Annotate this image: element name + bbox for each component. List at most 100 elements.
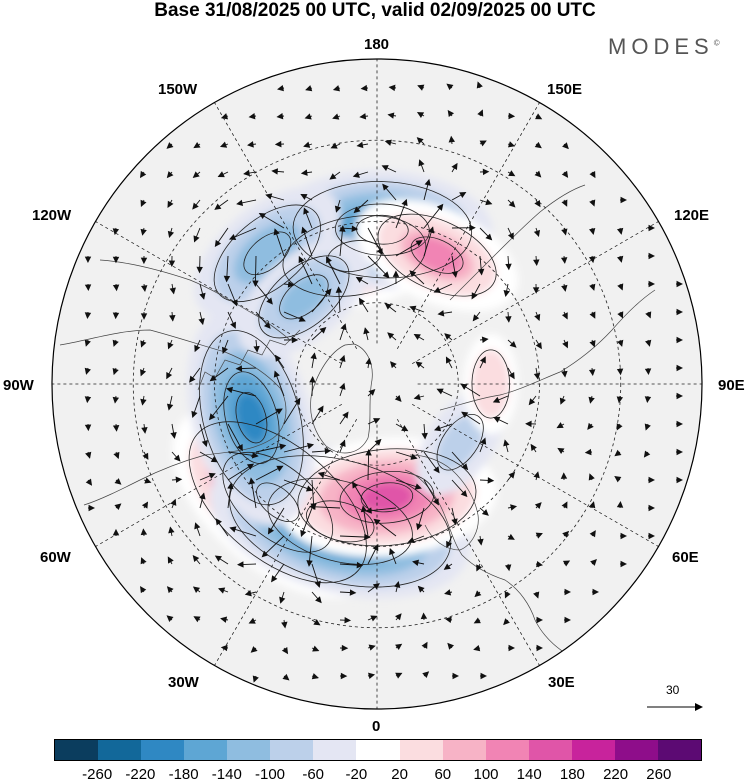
wind-vector-head (676, 336, 684, 344)
wind-vector-head (351, 225, 359, 232)
canada-low-shade-5 (235, 392, 267, 443)
wind-vector-head (88, 504, 96, 512)
wind-vector-head (235, 365, 243, 372)
wind-vector-head (166, 142, 174, 149)
wind-vector-head (248, 477, 256, 485)
wind-vector-head (472, 314, 480, 322)
wind-vector-head (436, 203, 444, 211)
wind-vector-head (170, 431, 177, 439)
wind-vector-head (140, 585, 147, 594)
wind-vector-head (421, 432, 428, 440)
canada-low-contour-5 (235, 391, 268, 444)
wind-vector-head (175, 476, 183, 483)
wind-vector-head (469, 224, 476, 232)
wind-vector-head (407, 537, 415, 544)
wind-vector-head (363, 327, 370, 335)
wind-vector-head (481, 336, 489, 343)
wind-vector-head (620, 532, 628, 540)
wind-vector-head (444, 589, 452, 596)
wind-vector-head (243, 169, 250, 177)
colorbar-label: 140 (516, 766, 542, 783)
colorbar-label: 220 (603, 766, 629, 783)
wind-vector-head (433, 466, 440, 474)
colorbar-label: -260 (82, 766, 113, 783)
wind-vector-head (384, 139, 392, 146)
wind-vector-head (166, 615, 174, 622)
wind-vector-head (413, 393, 421, 401)
wind-vector-head (473, 617, 481, 624)
wind-vector-head (620, 196, 628, 204)
wind-vector-head (194, 522, 201, 530)
wind-vector-head (334, 205, 342, 213)
wind-vector-head (528, 398, 536, 406)
wind-vector-head (326, 256, 332, 264)
wind-vector-head (84, 424, 92, 432)
wind-vector-head (253, 345, 260, 353)
colorbar-cell-10 (485, 740, 529, 760)
wind-vector-head (364, 533, 371, 541)
wind-vector-head (416, 112, 425, 119)
wind-vector-head (309, 376, 316, 383)
wind-vector-head (446, 83, 454, 91)
lon-label-150w: 150W (158, 81, 198, 98)
contour-lines (188, 181, 510, 588)
wind-vector-head (332, 113, 340, 120)
wind-vector-head (535, 532, 543, 539)
wind-vector-head (189, 375, 196, 383)
wind-vector-head (616, 500, 624, 508)
scandinavia-high-shade-5 (361, 482, 413, 512)
wind-vector-head (196, 266, 203, 274)
wind-vector-head (510, 504, 518, 511)
wind-vector-head (372, 543, 379, 552)
wind-vector-head (508, 471, 516, 479)
wind-vector-head (355, 276, 363, 283)
wind-vector-head (474, 590, 482, 598)
wind-vector-head (112, 339, 119, 347)
wind-vector-head (276, 465, 284, 472)
wind-vector-head (446, 540, 453, 549)
wind-vector-head (390, 361, 397, 369)
wind-vector-head (559, 397, 566, 405)
wind-vector-head (300, 194, 308, 200)
wind-vector-head (274, 354, 282, 362)
wind-vector-head (504, 591, 511, 599)
wind-vector-head (392, 270, 400, 277)
wind-vector-head (169, 314, 176, 322)
wind-vector-head (168, 526, 175, 534)
wind-vector-head (192, 171, 200, 179)
wind-vector-head (476, 564, 483, 572)
wind-vector-head (530, 443, 537, 452)
wind-vector-head (276, 84, 284, 92)
wind-vector-head (444, 333, 452, 340)
wind-vector-head (562, 530, 570, 538)
wind-vector-head (412, 559, 420, 566)
wind-vector-head (382, 271, 390, 279)
wind-vector-head (368, 644, 376, 651)
wind-vector-head (167, 230, 175, 239)
coastlines (59, 184, 656, 661)
wind-vector-head (281, 621, 288, 629)
wind-vector-head (416, 523, 423, 531)
wind-vector-head (447, 642, 455, 650)
wind-vector-head (477, 109, 484, 117)
colorbar-cell-0 (55, 740, 99, 760)
wind-vector-head (166, 372, 173, 380)
lon-label-0: 0 (372, 718, 381, 735)
wind-vector-head (341, 644, 349, 652)
wind-vector-head (477, 268, 485, 276)
west-siberia-low-contour-1 (436, 414, 484, 471)
wind-vector-head (616, 368, 624, 376)
north-atlantic-high-contour-1 (188, 421, 367, 584)
wind-vector-head (589, 199, 596, 207)
wind-vector-head (317, 471, 325, 478)
meridian-60 (411, 403, 659, 547)
wind-vector-head (340, 672, 348, 680)
colorbar-cell-12 (571, 740, 615, 760)
wind-vector-head (84, 256, 92, 264)
meridian-300 (95, 403, 343, 547)
map-title: Base 31/08/2025 00 UTC, valid 02/09/2025… (154, 0, 596, 21)
lon-label-30e: 30E (548, 674, 575, 691)
colorbar-cell-1 (98, 740, 142, 760)
wind-vector-head (298, 255, 305, 264)
wind-vector-head (507, 141, 516, 148)
